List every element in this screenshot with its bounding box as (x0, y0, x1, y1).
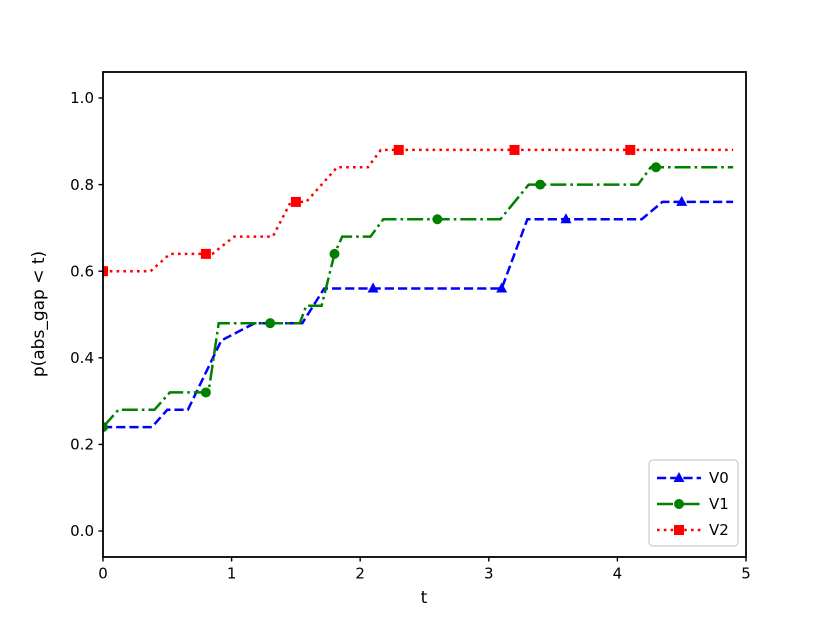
x-tick-label: 2 (355, 565, 365, 583)
series-V0-marker (676, 195, 688, 206)
x-axis-label: t (421, 588, 428, 608)
y-axis-label: p(abs_gap < t) (29, 251, 49, 377)
series-V1-marker (200, 387, 211, 398)
series-V2-marker (393, 144, 404, 155)
x-tick-label: 1 (227, 565, 237, 583)
legend-marker-V0 (673, 472, 685, 482)
series-layer (103, 144, 734, 433)
legend-entry-V0: V0 (657, 469, 729, 487)
legend-entry-V1: V1 (657, 495, 729, 513)
y-tick-label: 1.0 (70, 89, 94, 107)
series-V1-marker (329, 248, 340, 259)
legend-entry-V2: V2 (657, 521, 729, 539)
series-V1 (103, 162, 734, 433)
series-V0-marker (367, 282, 379, 293)
legend-label-V1: V1 (709, 495, 729, 513)
y-tick-label: 0.6 (70, 262, 94, 280)
series-V2-line (103, 148, 734, 273)
axes-ticks: 0 1 2 3 4 5 0.0 0.2 0.4 0.6 0.8 1.0 (70, 89, 751, 582)
series-V1-marker (103, 422, 108, 433)
x-tick-label: 3 (484, 565, 494, 583)
series-V0-marker (496, 282, 508, 293)
y-tick-label: 0.2 (70, 436, 94, 454)
series-V1-marker (535, 179, 546, 190)
plot-spines (102, 71, 747, 558)
y-tick-label: 0.0 (70, 522, 94, 540)
legend-label-V2: V2 (709, 521, 729, 539)
y-tick-label: 0.8 (70, 176, 94, 194)
series-V1-marker (265, 318, 276, 329)
series-V2-marker (200, 248, 211, 259)
legend: V0 V1 V2 (648, 459, 739, 547)
y-tick-label: 0.4 (70, 349, 94, 367)
x-tick-label: 5 (741, 565, 751, 583)
series-V2-marker (509, 144, 520, 155)
series-V2 (103, 144, 734, 277)
series-V1-marker (650, 162, 661, 173)
legend-marker-V2 (674, 525, 684, 535)
x-tick-label: 0 (98, 565, 108, 583)
series-V2-marker (625, 144, 636, 155)
series-V1-line (103, 166, 734, 428)
series-V2-marker (290, 196, 301, 207)
legend-label-V0: V0 (709, 469, 729, 487)
series-V2-marker (103, 266, 108, 277)
legend-marker-V1 (674, 499, 684, 509)
series-V1-marker (432, 214, 443, 225)
series-V0-marker (560, 213, 572, 224)
x-tick-label: 4 (613, 565, 623, 583)
